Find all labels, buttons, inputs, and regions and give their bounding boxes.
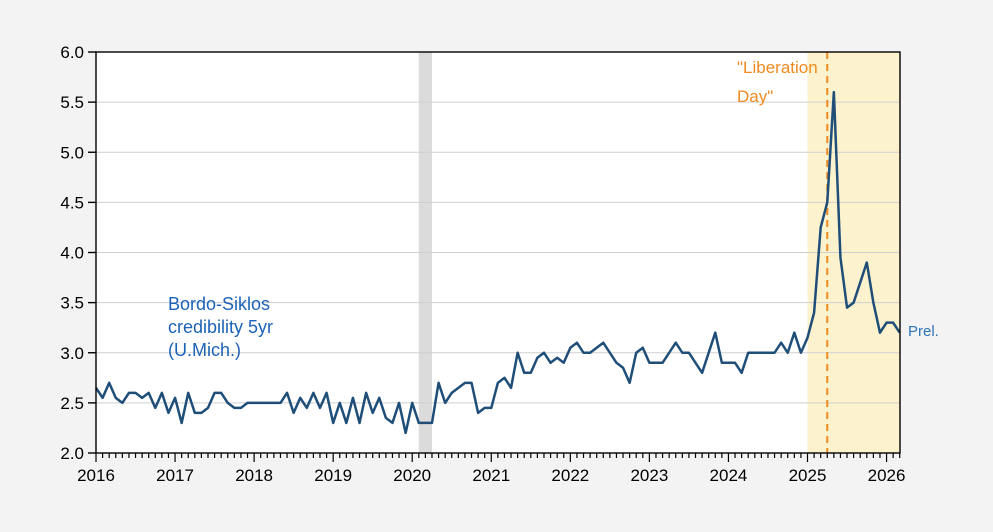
axis-ticks [88, 51, 901, 462]
series-label-line-1: Bordo-Siklos [168, 294, 270, 314]
x-axis-labels: 2016 2017 2018 2019 2020 2021 2022 2023 2024 2025… [77, 466, 905, 485]
x-tick-label: 2023 [630, 466, 668, 485]
series-label-line-3: (U.Mich.) [168, 340, 241, 360]
liberation-day-label-line-1: "Liberation [737, 58, 818, 77]
liberation-day-label: "Liberation Day" [737, 58, 818, 106]
series-line [94, 90, 901, 435]
x-tick-label: 2017 [156, 466, 194, 485]
y-axis-labels: 2.0 2.5 3.0 3.5 4.0 4.5 5.0 5.5 6.0 [60, 43, 84, 463]
x-tick-label: 2016 [77, 466, 115, 485]
series-label-line-2: credibility 5yr [168, 317, 273, 337]
y-tick-label: 4.0 [60, 244, 84, 263]
prel-label: Prel. [908, 323, 939, 340]
data-series [94, 90, 901, 435]
x-tick-label: 2020 [393, 466, 431, 485]
x-tick-label: 2022 [551, 466, 589, 485]
y-tick-label: 5.5 [60, 93, 84, 112]
x-tick-label: 2021 [472, 466, 510, 485]
liberation-day-label-line-2: Day" [737, 87, 773, 106]
x-tick-label: 2019 [314, 466, 352, 485]
y-tick-label: 6.0 [60, 43, 84, 62]
series-label: Bordo-Siklos credibility 5yr (U.Mich.) [168, 294, 273, 360]
y-tick-label: 2.0 [60, 444, 84, 463]
x-tick-label: 2024 [710, 466, 748, 485]
y-tick-label: 3.0 [60, 344, 84, 363]
x-tick-label: 2025 [789, 466, 827, 485]
y-tick-label: 2.5 [60, 394, 84, 413]
y-tick-label: 4.5 [60, 193, 84, 212]
y-tick-label: 3.5 [60, 294, 84, 313]
x-tick-label: 2026 [868, 466, 906, 485]
y-tick-label: 5.0 [60, 143, 84, 162]
x-tick-label: 2018 [235, 466, 273, 485]
